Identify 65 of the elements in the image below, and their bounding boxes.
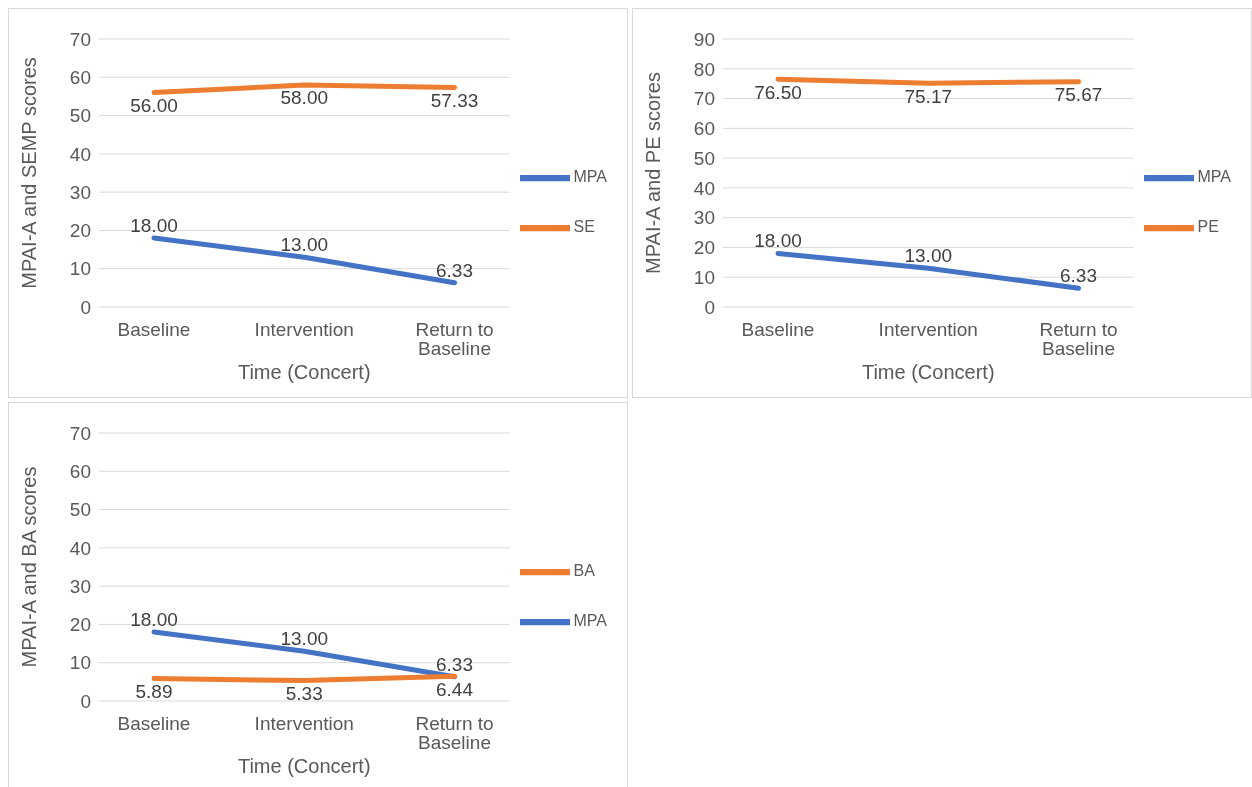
y-tick-label: 20	[69, 614, 91, 636]
legend-label: SE	[573, 218, 595, 236]
x-tick-label: Intervention	[254, 319, 354, 341]
x-axis-title: Time (Concert)	[237, 755, 371, 777]
y-tick-label: 0	[80, 296, 91, 318]
data-label: 18.00	[130, 215, 178, 237]
y-tick-label: 10	[69, 652, 91, 674]
legend-label: MPA	[573, 168, 607, 186]
y-tick-label: 20	[693, 237, 715, 259]
data-label: 6.33	[436, 653, 474, 675]
x-tick-label: Intervention	[878, 319, 978, 341]
y-tick-label: 10	[693, 266, 715, 288]
y-axis-title: MPAI-A and SEMP scores	[18, 57, 41, 289]
y-tick-label: 0	[704, 296, 715, 318]
x-tick-label: Intervention	[254, 713, 354, 735]
x-tick-label: Baseline	[117, 319, 191, 341]
y-tick-label: 20	[69, 220, 91, 242]
y-tick-label: 10	[69, 258, 91, 280]
data-label: 13.00	[280, 234, 329, 256]
y-tick-label: 40	[693, 177, 715, 199]
data-label: 6.33	[1060, 265, 1098, 287]
data-label: 5.89	[135, 680, 173, 702]
y-tick-label: 50	[693, 147, 715, 169]
legend-label: BA	[573, 562, 595, 580]
y-tick-label: 60	[69, 67, 91, 89]
y-axis-title: MPAI-A and BA scores	[18, 466, 41, 668]
data-label: 76.50	[754, 81, 802, 103]
data-label: 58.00	[280, 87, 329, 109]
x-tick-label: Baseline	[741, 319, 815, 341]
x-axis-title: Time (Concert)	[861, 361, 995, 383]
x-axis-title: Time (Concert)	[237, 361, 371, 383]
y-tick-label: 30	[69, 575, 91, 597]
legend-label: MPA	[573, 612, 607, 630]
y-axis-title: MPAI-A and PE scores	[642, 72, 665, 274]
y-tick-label: 60	[69, 461, 91, 483]
legend-label: MPA	[1197, 168, 1231, 186]
x-tick-label: Return to Baseline	[1039, 319, 1118, 360]
data-label: 13.00	[280, 628, 329, 650]
y-tick-label: 30	[693, 207, 715, 229]
y-tick-label: 40	[69, 143, 91, 165]
data-label: 6.33	[436, 259, 474, 281]
y-tick-label: 80	[693, 58, 715, 80]
data-label: 57.33	[430, 90, 479, 111]
data-label: 75.67	[1054, 84, 1103, 106]
data-label: 18.00	[130, 609, 178, 631]
y-tick-label: 50	[69, 499, 91, 521]
data-label: 56.00	[130, 95, 178, 117]
y-tick-label: 70	[693, 88, 715, 110]
y-tick-label: 40	[69, 537, 91, 559]
data-label: 6.44	[436, 678, 474, 700]
data-label: 75.17	[904, 85, 953, 107]
y-tick-label: 30	[69, 181, 91, 203]
data-label: 5.33	[285, 683, 323, 705]
x-tick-label: Baseline	[117, 713, 191, 735]
y-tick-label: 50	[69, 105, 91, 127]
y-tick-label: 70	[69, 422, 91, 444]
y-tick-label: 60	[693, 118, 715, 140]
y-tick-label: 90	[693, 28, 715, 50]
y-tick-label: 70	[69, 28, 91, 50]
data-label: 13.00	[904, 245, 953, 267]
data-label: 18.00	[754, 230, 802, 252]
y-tick-label: 0	[80, 690, 91, 712]
x-tick-label: Return to Baseline	[415, 713, 494, 754]
x-tick-label: Return to Baseline	[415, 319, 494, 360]
legend-label: PE	[1197, 218, 1219, 236]
